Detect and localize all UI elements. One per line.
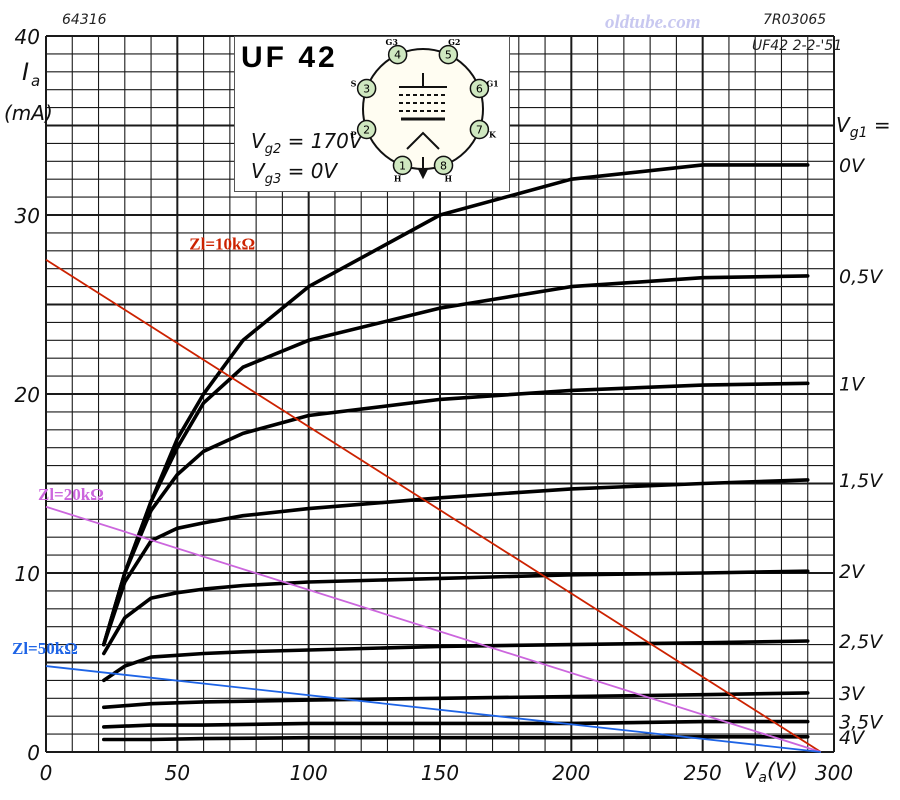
x-tick-label: 100 <box>290 761 328 785</box>
load-line-0 <box>45 258 822 753</box>
tube-pinout-diagram: 1 H 2P 3S 4 G3 5 G2 6 G1 7 K 8 H <box>351 37 499 184</box>
tube-pin-label: G2 <box>448 37 460 47</box>
tube-name: UF 42 <box>241 41 338 74</box>
curve-label-vg1-7: 3,5V <box>839 712 884 734</box>
tube-pin-3 <box>356 78 377 99</box>
tube-pin-4 <box>387 44 408 65</box>
y-tick-label: 40 <box>15 25 40 49</box>
load-line-label-0: Zl=10kΩ <box>189 235 255 254</box>
electrode-symbols <box>399 73 447 180</box>
y-tick-label: 0 <box>27 741 40 765</box>
curve-label-vg1-6: 3V <box>839 683 866 705</box>
tube-pin-number: 7 <box>476 124 483 137</box>
curve-vg1-2 <box>102 381 810 647</box>
y-axis-label-subscript: a <box>31 72 40 90</box>
axis-tick-labels: 0 50 100 150 200 250 300 0 10 20 30 40 <box>15 25 854 785</box>
tube-pin-label: H <box>394 174 402 184</box>
tube-pin-label: G3 <box>386 37 399 47</box>
watermark: oldtube.com <box>605 12 701 33</box>
tube-pin-2 <box>356 119 377 140</box>
cond1-sub: g2 <box>264 142 282 157</box>
tube-pin-number: 4 <box>394 49 401 62</box>
tube-pin-7 <box>469 119 490 140</box>
load-line-1 <box>45 505 822 753</box>
curve-vg1-3 <box>102 478 810 647</box>
cond1-value: = 170V <box>281 129 363 153</box>
curve-vg1-4 <box>102 569 810 656</box>
tube-pin-1 <box>392 155 413 176</box>
y-axis-label-unit: (mA) <box>4 101 53 125</box>
curve-label-vg1-1: 0,5V <box>839 266 884 288</box>
curve-label-vg1-3: 1,5V <box>839 470 884 492</box>
curve-vg1-6 <box>102 691 810 710</box>
cond1-prefix: V <box>251 129 265 153</box>
curve-label-vg1-8: 4V <box>839 727 866 749</box>
x-axis-label: Va(V) <box>744 759 798 786</box>
y-axis-label: I a (mA) <box>4 58 53 125</box>
tube-pin-number: 6 <box>476 82 483 95</box>
legend-title-text: Vg1 = <box>836 113 891 141</box>
tube-pin-label: S <box>351 79 357 89</box>
legend-title: Vg1 = <box>836 113 891 141</box>
x-tick-label: 250 <box>684 761 722 785</box>
header-right-code: 7R03065 <box>763 12 826 28</box>
curve-vg1-7 <box>102 719 810 729</box>
screen-grid-voltage: Vg2 = 170V <box>251 129 363 157</box>
load-line-label-1: Zl=20kΩ <box>38 485 104 504</box>
x-tick-label: 150 <box>421 761 459 785</box>
curve-label-vg1-2: 1V <box>839 373 866 395</box>
curve-vg1-5 <box>102 639 810 683</box>
tube-pin-5 <box>438 44 459 65</box>
load-line-label-2: Zl=50kΩ <box>12 639 78 658</box>
tube-pin-6 <box>469 78 490 99</box>
tube-pin-8 <box>433 155 454 176</box>
x-tick-label: 0 <box>40 761 53 785</box>
y-axis-label-symbol: I <box>22 58 29 86</box>
header-right-code-date: UF42 2-2-'51 <box>752 38 842 54</box>
tube-pins: 1 H 2P 3S 4 G3 5 G2 6 G1 7 K 8 H <box>351 37 499 184</box>
characteristic-curves <box>102 163 810 742</box>
load-lines <box>45 258 822 753</box>
tube-pin-label: G1 <box>486 79 498 89</box>
y-tick-label: 30 <box>15 204 40 228</box>
curve-label-vg1-5: 2,5V <box>839 631 884 653</box>
curve-label-vg1-0: 0V <box>839 155 866 177</box>
tube-pin-label: P <box>351 129 356 139</box>
header-left-code: 64316 <box>62 12 107 28</box>
x-axis-label-text: Va(V) <box>744 759 798 786</box>
curve-vg1-1 <box>102 274 810 647</box>
curve-label-vg1-4: 2V <box>839 561 866 583</box>
load-line-2 <box>45 665 821 753</box>
x-tick-label: 200 <box>552 761 590 785</box>
x-tick-label: 50 <box>165 761 190 785</box>
cond2-sub: g3 <box>264 172 282 187</box>
tube-pin-number: 8 <box>440 159 447 172</box>
x-tick-label: 300 <box>815 761 853 785</box>
y-tick-label: 20 <box>15 383 40 407</box>
load-line-labels: Zl=10kΩ Zl=20kΩ Zl=50kΩ <box>12 235 255 659</box>
suppressor-grid-voltage: Vg3 = 0V <box>251 159 337 187</box>
tube-pin-label: H <box>445 174 453 184</box>
tube-pin-number: 3 <box>363 82 370 95</box>
tube-pin-number: 1 <box>399 159 406 172</box>
tube-info-box: UF 42 Vg2 = 170V Vg3 = 0V 1 H 2 P 3 S 4 G3 5 G2 6 G… <box>234 36 510 192</box>
tube-pin-label: K <box>489 129 497 139</box>
tube-envelope <box>362 48 484 170</box>
cond2-prefix: V <box>251 159 265 183</box>
cond2-value: = 0V <box>281 159 338 183</box>
tube-pin-number: 5 <box>445 49 452 62</box>
y-tick-label: 10 <box>15 562 40 586</box>
tube-pin-number: 2 <box>363 124 370 137</box>
